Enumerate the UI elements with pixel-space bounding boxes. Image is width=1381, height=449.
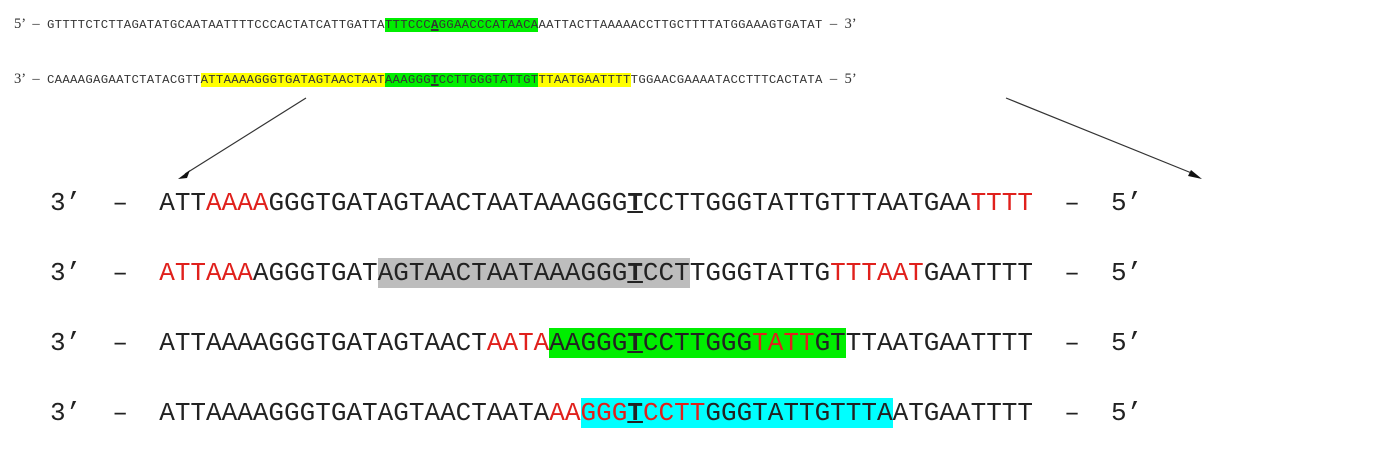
sequence-segment: GAATTTT [923,258,1034,288]
sequence-segment: ATTAAAAGGGTGATAGTAACTAAT [200,73,385,87]
strand-end-label: – 5’ [822,71,857,87]
sequence-segment: GGAACCCATAACA [438,18,539,32]
sequence-segment: GGG [580,398,628,428]
sequence-segment: AA [549,398,581,428]
mutation-base: A [430,18,439,32]
sequence-segment: AAAA [206,188,269,218]
sequence-row-1: 3’ – ATTAAAAGGGTGATAGTAACTAATAAAGGGTCCTT… [50,186,1142,220]
sequence-segment: TTTT [970,188,1033,218]
sequence-segment: ATTAAA [159,258,253,288]
strand-end-label: 3’ – [50,188,160,218]
sequence-segment: AATTACTTAAAAACCTTGCTTTTATGGAAAGTGATAT [538,18,823,32]
sequence-row-4: 3’ – ATTAAAAGGGTGATAGTAACTAATAAAGGGTCCTT… [50,396,1142,430]
mutation-base: T [627,258,643,288]
sequence-row-3: 3’ – ATTAAAAGGGTGATAGTAACTAATAAAGGGTCCTT… [50,326,1142,360]
sequence-body: GTTTTCTCTTAGATATGCAATAATTTTCCCACTATCATTG… [47,18,823,32]
bottom-strand-3to5: 3’ – CAAAAGAGAATCTATACGTTATTAAAAGGGTGATA… [14,69,857,90]
left-zoom-arrowhead [178,170,190,179]
sequence-segment: CCTTGGG [642,328,753,358]
mutation-base: T [430,73,439,87]
sequence-segment: AATA [486,328,550,358]
strand-end-label: 3’ – [50,398,160,428]
sequence-segment: TGGAACGAAAATACCTTTCACTATA [630,73,823,87]
left-zoom-arrow-line [184,97,307,175]
sequence-segment: TTTCCC [384,18,431,32]
strand-end-label: – 5’ [1033,398,1143,428]
right-zoom-arrow-line [1005,97,1195,175]
sequence-segment: CAAAAGAGAATCTATACGTT [46,73,201,87]
sequence-segment: GTTTTCTCTTAGATATGCAATAATTTTCCCACTATCATTG… [46,18,385,32]
mutation-base: T [627,188,643,218]
sequence-segment: TTAATGAATTTT [538,73,631,87]
sequence-segment: AGTAACTAATAAAGGG [377,258,628,288]
strand-end-label: – 3’ [822,16,857,32]
mutation-base: T [627,398,643,428]
sequence-row-2: 3’ – ATTAAAAGGGTGATAGTAACTAATAAAGGGTCCTT… [50,256,1142,290]
sequence-segment: TTAATGAATTTT [845,328,1034,358]
sequence-segment: CCTTGGGTATTGTTTAATGAA [642,188,971,218]
right-zoom-arrowhead [1188,170,1202,179]
sequence-segment: ATTAAAAGGGTGATAGTAACTAATA [159,398,550,428]
sequence-segment: AAGGG [549,328,628,358]
sequence-segment: AAAGGG [384,73,431,87]
strand-end-label: 3’ – [50,258,160,288]
top-strand-5to3: 5’ – GTTTTCTCTTAGATATGCAATAATTTTCCCACTAT… [14,14,857,35]
strand-end-label: 3’ – [50,328,160,358]
sequence-segment: ATT [159,188,207,218]
sequence-segment: GT [814,328,846,358]
sequence-segment: AGGGTGAT [252,258,378,288]
sequence-segment: TGGGTATTG [689,258,831,288]
sequence-segment: CCTTGGGTATTGT [438,73,539,87]
strand-end-label: – 5’ [1033,258,1143,288]
sequence-segment: TTTAAT [830,258,924,288]
sequence-segment: CCTT [642,398,706,428]
sequence-body: CAAAAGAGAATCTATACGTTATTAAAAGGGTGATAGTAAC… [47,73,823,87]
sequence-segment: TATT [752,328,815,358]
sequence-segment: ATGAATTTT [892,398,1034,428]
strand-end-label: 5’ – [14,16,47,32]
strand-end-label: – 5’ [1033,188,1143,218]
sequence-segment: CCT [642,258,690,288]
strand-end-label: – 5’ [1033,328,1143,358]
mutation-base: T [627,328,643,358]
sequence-segment: ATTAAAAGGGTGATAGTAACT [159,328,487,358]
sequence-segment: GGGTATTGTTTA [705,398,893,428]
strand-end-label: 3’ – [14,71,47,87]
sequence-segment: GGGTGATAGTAACTAATAAAGGG [268,188,628,218]
